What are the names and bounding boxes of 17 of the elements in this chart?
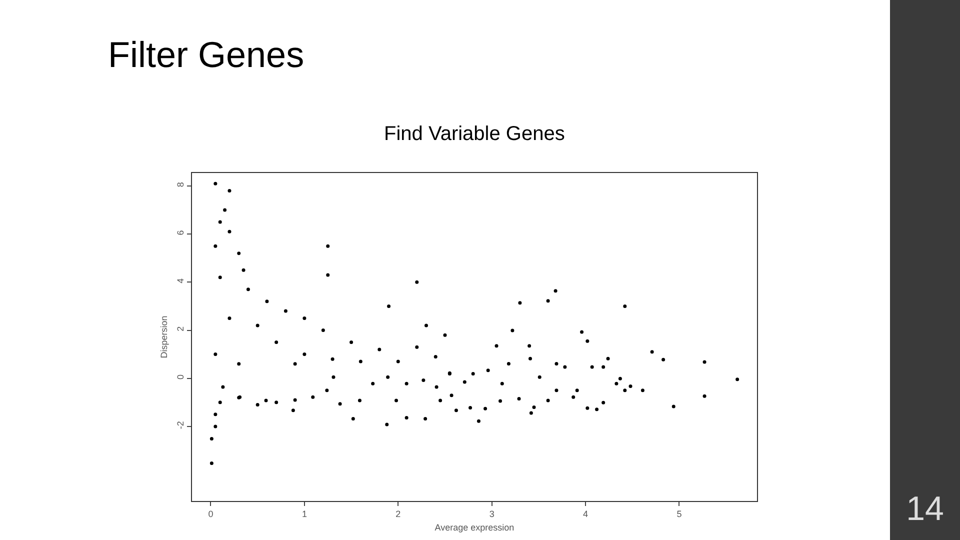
chart-subtitle: Find Variable Genes [384, 123, 565, 145]
y-tick-label: 8 [175, 182, 186, 188]
x-tick-label: 0 [208, 508, 214, 519]
x-tick-label: 2 [396, 508, 401, 519]
chart-title: Filter Genes [108, 34, 304, 76]
y-tick-label: 0 [175, 374, 186, 380]
x-axis-title: Average expression [434, 522, 514, 533]
x-tick-label: 5 [676, 508, 682, 519]
x-tick-label: 1 [302, 508, 307, 519]
y-tick-label: 2 [175, 326, 186, 332]
y-tick-label: -2 [175, 421, 186, 430]
x-tick-label: 4 [583, 508, 588, 519]
y-axis-title: Dispersion [158, 316, 169, 358]
y-tick-label: 6 [175, 230, 186, 236]
y-tick-label: 4 [175, 278, 186, 284]
text: 14 [905, 490, 945, 529]
x-tick-label: 3 [489, 508, 494, 519]
